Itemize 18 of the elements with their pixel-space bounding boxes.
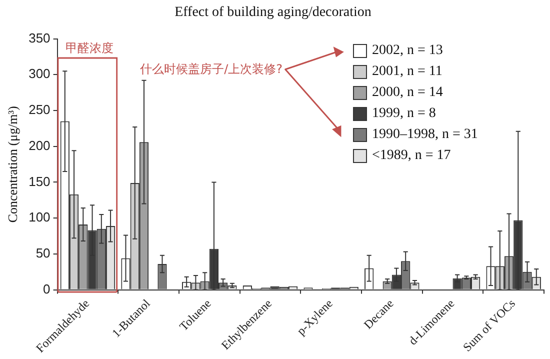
y-tick-label: 100 [28, 210, 50, 225]
legend-label: 1999, n = 8 [372, 106, 436, 122]
y-tick-label: 150 [28, 174, 50, 189]
legend-label: 2000, n = 14 [372, 85, 443, 102]
y-tick-label: 0 [43, 281, 50, 296]
y-tick-label: 250 [28, 102, 50, 118]
chart-title: Effect of building aging/decoration [174, 5, 372, 20]
y-tick-label: 300 [28, 66, 50, 82]
y-tick-label: 350 [28, 30, 50, 46]
legend-label: 2001, n = 11 [372, 64, 442, 80]
legend-label: 1990–1998, n = 31 [372, 127, 478, 144]
annotation: 什么时候盖房子/上次装修? [140, 60, 283, 78]
legend-label: 2002, n = 13 [372, 43, 443, 60]
y-axis-title: Concentration (μg/m³) [5, 106, 20, 223]
annotation: 甲醛浓度 [65, 40, 114, 57]
y-tick-label: 50 [36, 246, 50, 261]
legend-label: <1989, n = 17 [372, 148, 451, 164]
y-tick-label: 200 [28, 138, 50, 153]
